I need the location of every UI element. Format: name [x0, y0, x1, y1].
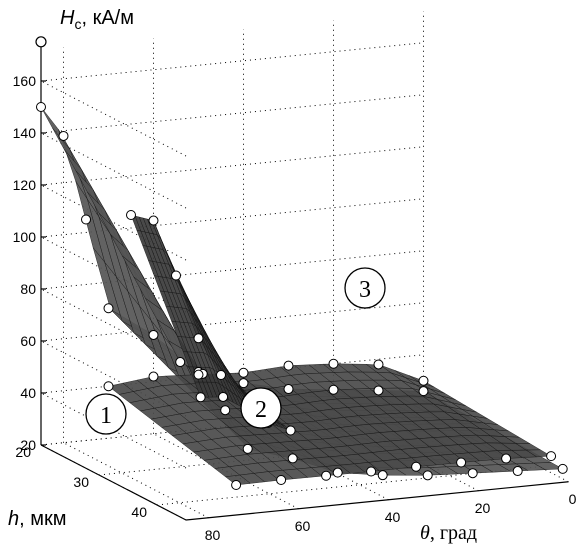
- surface-1-marker: [422, 470, 433, 481]
- surface-1-marker: [467, 468, 478, 479]
- surface-3-marker: [195, 392, 206, 403]
- z-tick-label: 100: [13, 229, 37, 245]
- z-tick-label: 60: [20, 333, 36, 349]
- surface-2: [108, 363, 552, 486]
- surface-1-marker: [103, 303, 114, 314]
- z-tick-label: 140: [13, 125, 37, 141]
- gridline-back-z: [40, 42, 424, 82]
- z-tick-label: 40: [20, 385, 36, 401]
- z-tick-label: 80: [20, 281, 36, 297]
- surface-1-marker: [418, 386, 429, 397]
- surface-3-marker: [216, 370, 226, 380]
- surface-1-marker: [81, 214, 91, 225]
- surface-2-marker: [456, 457, 467, 468]
- surface-2-marker: [411, 461, 422, 472]
- surface-2-marker: [238, 367, 249, 378]
- gridline-back-z: [40, 146, 424, 186]
- surface-3-marker: [218, 391, 229, 402]
- surface-2-marker: [148, 371, 159, 382]
- tick-labels: 20 40 60 80 100 120 140 160 20 30 40 80 60 40 20 0: [13, 73, 577, 543]
- svg-text:3: 3: [359, 277, 371, 303]
- z-axis-end-marker: [35, 36, 47, 48]
- surface-2-marker: [366, 466, 377, 477]
- surface-3-marker: [148, 215, 159, 226]
- surface-2-marker: [193, 369, 204, 380]
- surface-2-marker: [373, 359, 384, 370]
- surface-1-marker: [175, 357, 186, 368]
- surface-3-marker: [285, 425, 296, 436]
- surface-2-marker: [501, 453, 512, 464]
- surface-1-marker: [36, 102, 46, 112]
- z-tick-label: 160: [13, 73, 37, 89]
- surface-3-marker: [171, 270, 181, 281]
- surface-2-marker: [546, 451, 557, 462]
- svg-text:1: 1: [100, 403, 112, 429]
- surface-1-marker: [148, 329, 159, 340]
- theta-tick-label: 20: [475, 500, 491, 516]
- z-tick-label: 120: [13, 177, 37, 193]
- theta-tick-label: 40: [385, 509, 401, 525]
- gridline-back-z: [40, 354, 424, 394]
- h-tick-label: 40: [131, 504, 147, 520]
- surface-1-marker: [512, 466, 523, 477]
- h-tick-label: 20: [15, 444, 31, 460]
- surface-1-marker: [377, 470, 388, 481]
- surface-1-marker: [238, 378, 249, 389]
- surface-1-marker: [58, 130, 69, 141]
- surface-3-marker: [126, 210, 136, 220]
- surface-label-1: 1: [85, 393, 127, 435]
- z-axis-label: Hc, кА/м: [60, 7, 134, 32]
- gridline-back-z: [40, 250, 424, 290]
- surface-3-marker: [193, 333, 204, 344]
- surface-1-marker: [242, 443, 253, 454]
- gridline-back-z: [40, 94, 424, 134]
- surface-2-marker: [276, 474, 287, 485]
- data-markers: [36, 102, 568, 491]
- gridline-back-z: [40, 302, 424, 342]
- h-tick-label: 30: [73, 474, 89, 490]
- surface-label-2: 2: [240, 387, 282, 429]
- surface-1-marker: [373, 385, 384, 396]
- h-axis-line: [40, 444, 187, 521]
- surface-1-marker: [557, 463, 568, 474]
- theta-tick-label: 80: [205, 527, 221, 543]
- surface-2-marker: [328, 358, 339, 369]
- surface-1-marker: [332, 467, 343, 478]
- theta-tick-label: 0: [569, 491, 577, 507]
- z-tick-label: 20: [20, 437, 36, 453]
- surface-1-marker: [220, 405, 231, 416]
- theta-axis-label: θ, град: [420, 522, 477, 544]
- surface-1-marker: [328, 384, 339, 395]
- h-axis-label: h, мкм: [8, 508, 67, 530]
- theta-axis-line: [185, 481, 569, 521]
- surface-1-marker: [283, 384, 294, 395]
- surface-label-3: 3: [344, 267, 386, 309]
- surface-1-marker: [287, 453, 298, 464]
- theta-tick-label: 60: [295, 518, 311, 534]
- gridline-back-z: [40, 198, 424, 238]
- svg-text:2: 2: [255, 397, 267, 423]
- surface-2-marker: [418, 375, 429, 386]
- surface-2-marker: [283, 360, 294, 371]
- surface-2-marker: [103, 381, 114, 392]
- surface-2-marker: [321, 470, 332, 481]
- surface-2-marker: [231, 480, 242, 491]
